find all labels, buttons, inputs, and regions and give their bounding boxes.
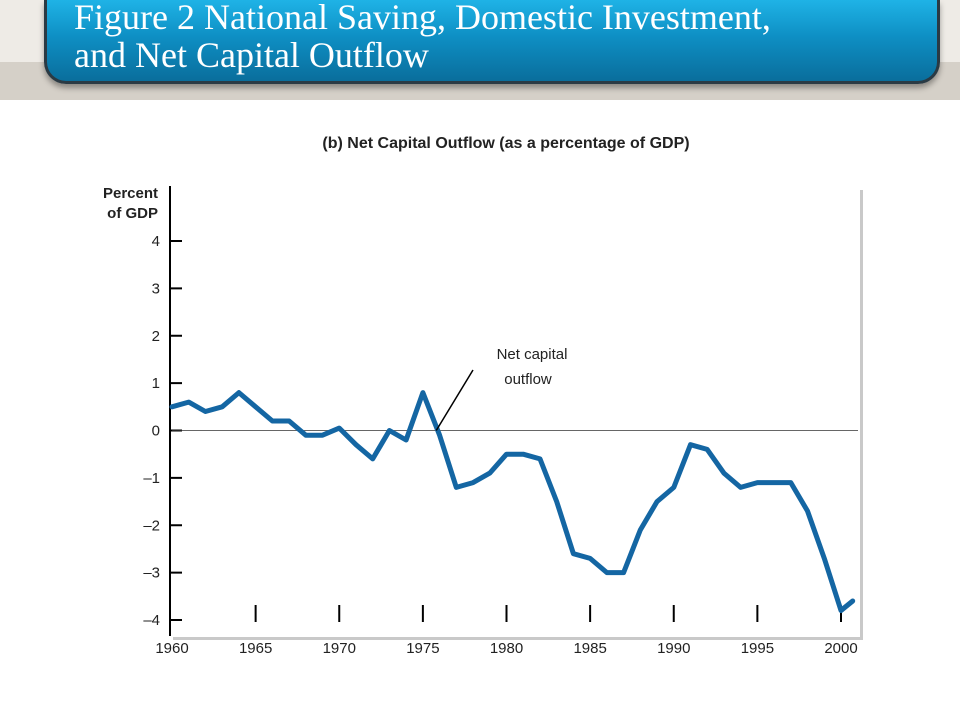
annotation-line-2: outflow (504, 371, 552, 388)
y-tick-label: 3 (152, 280, 160, 297)
annotation-line-1: Net capital (497, 346, 568, 363)
y-tick-label: 0 (152, 423, 160, 440)
y-tick-label: –1 (143, 470, 160, 487)
chart-title: (b) Net Capital Outflow (as a percentage… (322, 135, 690, 152)
y-tick-label: 1 (152, 375, 160, 392)
y-axis-label-line-1: Percent (102, 185, 158, 202)
x-tick-label: 1975 (406, 640, 439, 657)
x-tick-label: 1985 (573, 640, 606, 657)
y-axis-label-line-2: of GDP (107, 205, 158, 222)
x-tick-label: 1990 (657, 640, 690, 657)
x-tick-label: 1995 (741, 640, 774, 657)
title-banner (44, 0, 940, 84)
page-title: Figure 2 National Saving, Domestic Inves… (74, 0, 934, 74)
y-axis-label: Percent of GDP (80, 184, 158, 224)
x-tick-label: 1965 (239, 640, 272, 657)
annotation-pointer (435, 369, 474, 431)
title-line-2: and Net Capital Outflow (74, 35, 429, 75)
y-tick-label: –4 (143, 612, 160, 629)
y-tick-label: 2 (152, 328, 160, 345)
x-tick-label: 1970 (323, 640, 356, 657)
y-tick-label: 4 (152, 233, 160, 250)
plot-area (170, 187, 860, 637)
copyright-text: Copyright © 2004 South-Western (796, 692, 921, 701)
x-tick-label: 2000 (824, 640, 857, 657)
title-line-1: Figure 2 National Saving, Domestic Inves… (74, 0, 771, 37)
y-tick-label: –3 (143, 565, 160, 582)
net-capital-outflow-line (169, 390, 856, 613)
y-tick-label: –2 (143, 517, 160, 534)
x-tick-label: 1960 (155, 640, 188, 657)
x-tick-label: 1980 (490, 640, 523, 657)
